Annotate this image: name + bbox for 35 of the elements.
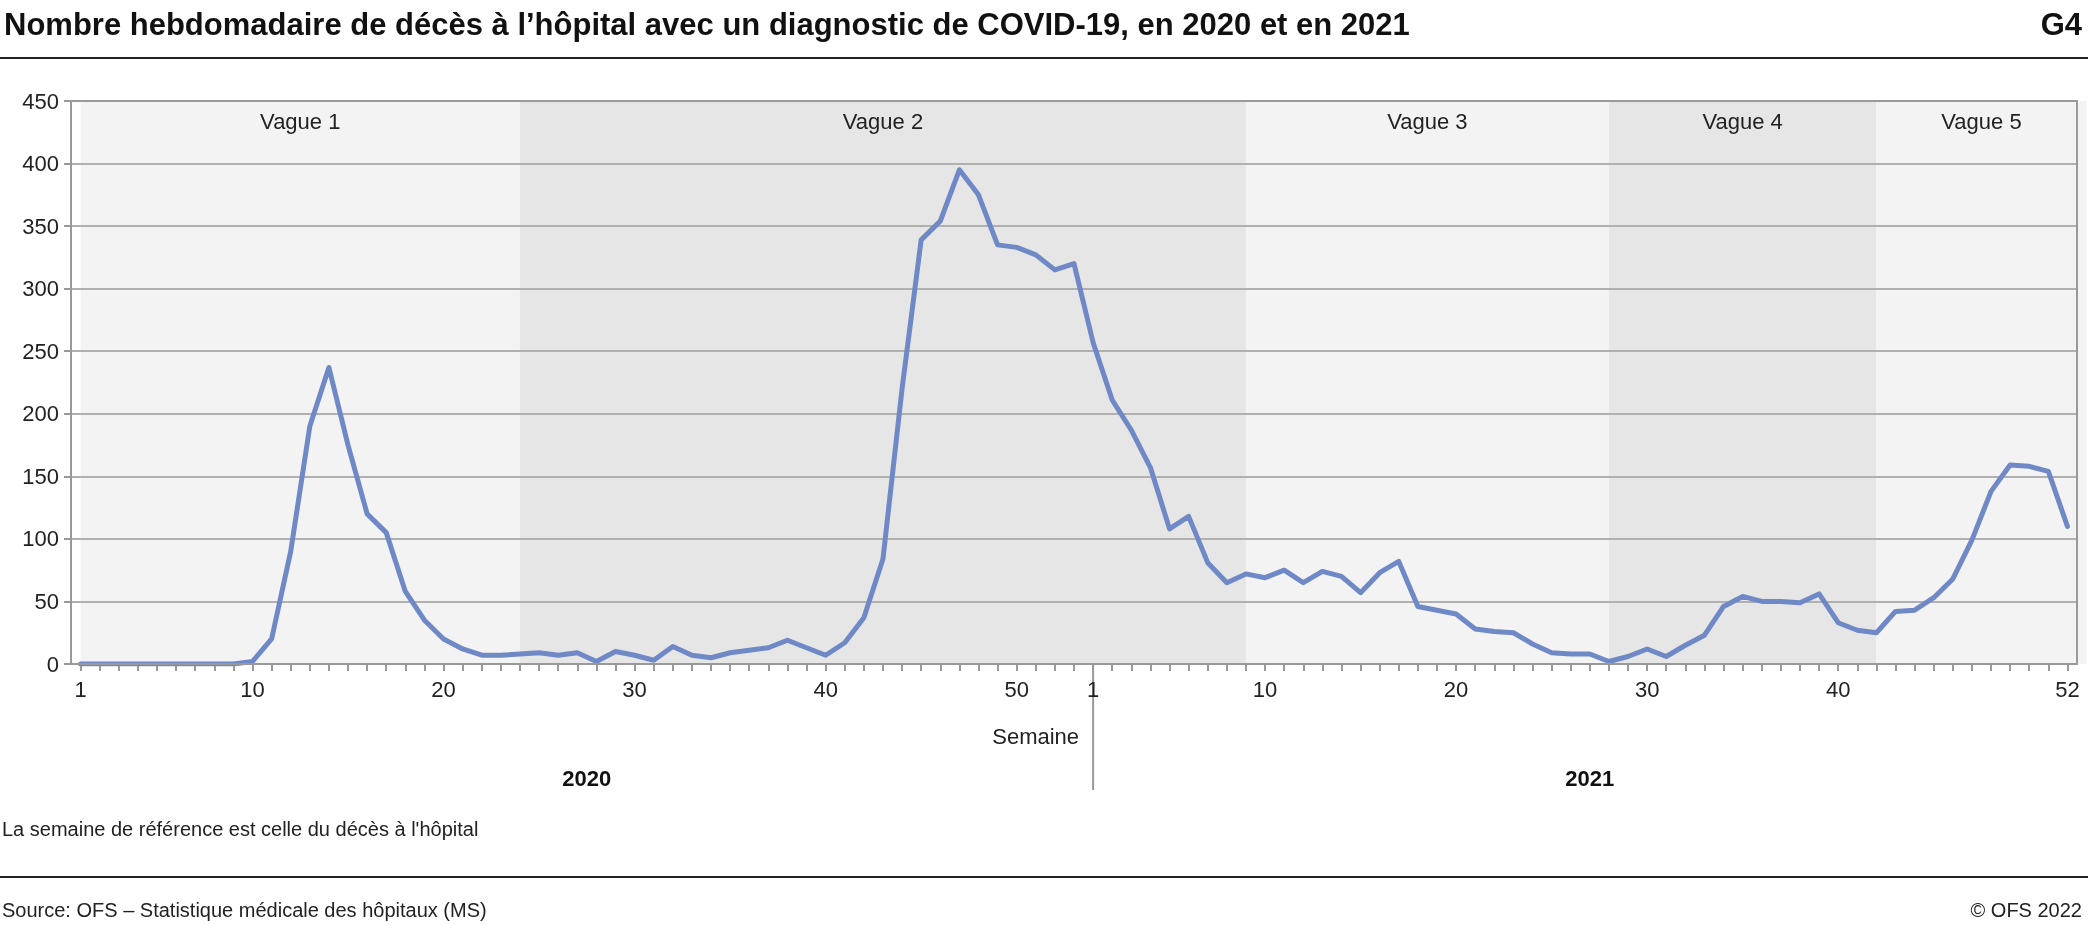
text: La semaine de référence est celle du décès à l'hôpital (2, 818, 479, 840)
x-tick-label: 20 (1443, 676, 1469, 702)
y-tick-label: 300 (22, 276, 59, 302)
y-tick-label: 250 (22, 338, 59, 364)
y-tick-label: 0 (46, 651, 59, 677)
text: 2021 (1565, 765, 1615, 791)
x-tick-label: 10 (1252, 676, 1278, 702)
x-tick-label: 1 (1086, 676, 1100, 702)
x-tick-label: 52 (2055, 676, 2080, 702)
x-tick-label: 30 (1634, 676, 1660, 702)
text: G4 (2040, 6, 2083, 42)
text: 2020 (562, 765, 612, 791)
annotation: Vague 1 (260, 108, 341, 134)
x-tick-label: 10 (240, 676, 265, 702)
y-tick-label: 100 (22, 526, 59, 552)
annotation: Vague 2 (842, 108, 924, 134)
x-tick-label: 40 (813, 676, 838, 702)
annotation: Vague 4 (1702, 108, 1783, 134)
x-tick-label: 20 (431, 676, 456, 702)
x-tick-label: 40 (1825, 676, 1851, 702)
y-tick-label: 350 (22, 213, 59, 239)
annotation: Vague 3 (1387, 108, 1468, 134)
text: © OFS 2022 (1970, 899, 2082, 921)
y-tick-label: 400 (22, 151, 59, 177)
y-tick-label: 450 (22, 88, 59, 114)
chart-title: Nombre hebdomadaire de décès à l’hôpital avec un diagnostic de COVID-19, en 2020 et en 2021 (4, 6, 1410, 42)
y-tick-label: 200 (22, 401, 59, 427)
annotation: Vague 5 (1941, 108, 2022, 134)
x-tick-label: 1 (74, 676, 87, 702)
x-tick-label: 30 (622, 676, 647, 702)
text: Semaine (992, 723, 1080, 749)
source-note: Source: OFS – Statistique médicale des hôpitaux (MS) (2, 899, 487, 921)
y-tick-label: 150 (22, 463, 59, 489)
x-tick-label: 50 (1004, 676, 1029, 702)
y-tick-label: 50 (34, 588, 59, 614)
